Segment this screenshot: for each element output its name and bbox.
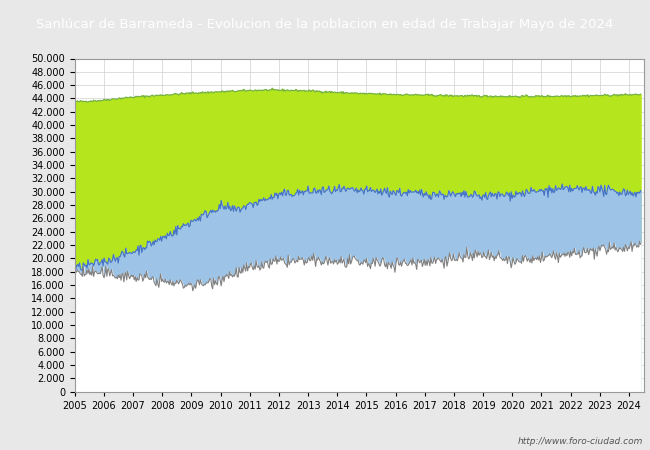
Text: http://www.foro-ciudad.com: http://www.foro-ciudad.com bbox=[518, 436, 644, 446]
Text: Sanlúcar de Barrameda - Evolucion de la poblacion en edad de Trabajar Mayo de 20: Sanlúcar de Barrameda - Evolucion de la … bbox=[36, 18, 614, 31]
